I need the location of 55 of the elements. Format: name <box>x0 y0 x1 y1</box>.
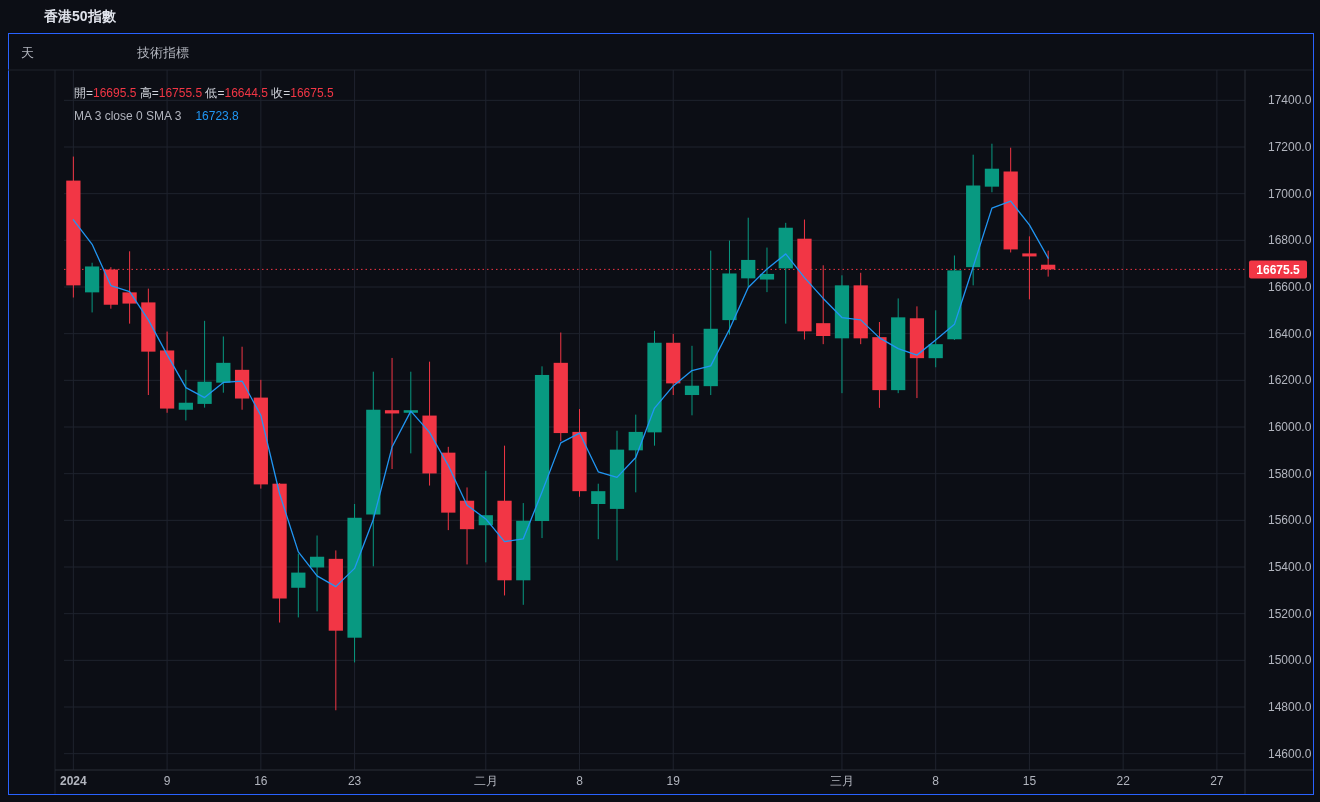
text: 天 <box>21 45 34 60</box>
x-tick-label: 19 <box>666 774 681 788</box>
candlestick <box>178 369 193 421</box>
y-tick-label: 16800.0 <box>1268 233 1312 248</box>
chart-title: 香港50指數 <box>43 8 117 24</box>
y-tick-label: 14600.0 <box>1268 746 1312 761</box>
annotation: 收= <box>271 86 291 100</box>
y-tick-label: 15200.0 <box>1268 606 1312 621</box>
candlestick <box>591 483 606 540</box>
x-tick-label: 9 <box>163 774 171 788</box>
annotation: 高= <box>139 86 159 100</box>
y-tick-label: 17400.0 <box>1268 93 1312 108</box>
annotation: 低= <box>205 86 225 100</box>
y-tick-label: 15000.0 <box>1268 653 1312 668</box>
y-tick-label: 17200.0 <box>1268 140 1312 154</box>
candlestick <box>928 309 943 368</box>
x-tick-label: 16 <box>254 774 268 788</box>
line-series <box>72 200 1049 588</box>
x-tick-label: 2024 <box>60 774 88 788</box>
candlestick <box>197 320 212 409</box>
annotation: MA 3 close 0 SMA 3 <box>74 109 182 123</box>
y-tick-label: 16200.0 <box>1268 373 1312 388</box>
y-tick-label: 16600.0 <box>1268 280 1312 294</box>
candlestick <box>684 345 700 416</box>
candlestick <box>309 535 325 612</box>
x-tick-label: 8 <box>576 774 584 788</box>
candlestick <box>628 414 643 493</box>
candlestick <box>741 217 756 288</box>
y-tick-label: 16400.0 <box>1268 326 1312 341</box>
x-tick-label: 23 <box>347 774 362 788</box>
annotation: 16695.5 <box>93 86 140 100</box>
annotation: 16644.5 <box>224 86 272 100</box>
x-tick-label: 三月 <box>829 774 854 788</box>
candlestick <box>403 371 418 454</box>
annotation: 16755.5 <box>158 86 206 100</box>
annotation: 16723.8 <box>195 109 240 123</box>
x-tick-label: 27 <box>1210 774 1224 788</box>
y-tick-label: 15400.0 <box>1268 560 1312 574</box>
x-tick-label: 二月 <box>473 774 498 788</box>
x-tick-label: 8 <box>932 774 940 788</box>
y-tick-label: 17000.0 <box>1268 186 1312 201</box>
x-tick-label: 15 <box>1022 774 1037 788</box>
candlestick <box>216 335 231 394</box>
candlestick <box>984 143 1000 193</box>
y-tick-label: 15800.0 <box>1268 466 1312 481</box>
candlestick <box>759 247 775 293</box>
x-tick-label: 22 <box>1116 774 1131 788</box>
text: 技術指標 <box>136 45 189 60</box>
annotation: 開= <box>74 86 94 100</box>
ref-line-label: 16675.5 <box>1256 262 1301 277</box>
candlestick <box>291 553 306 618</box>
annotation: 16675.5 <box>290 86 334 100</box>
y-tick-label: 14800.0 <box>1268 700 1312 714</box>
y-tick-label: 16000.0 <box>1268 420 1312 434</box>
y-tick-label: 15600.0 <box>1268 513 1312 528</box>
